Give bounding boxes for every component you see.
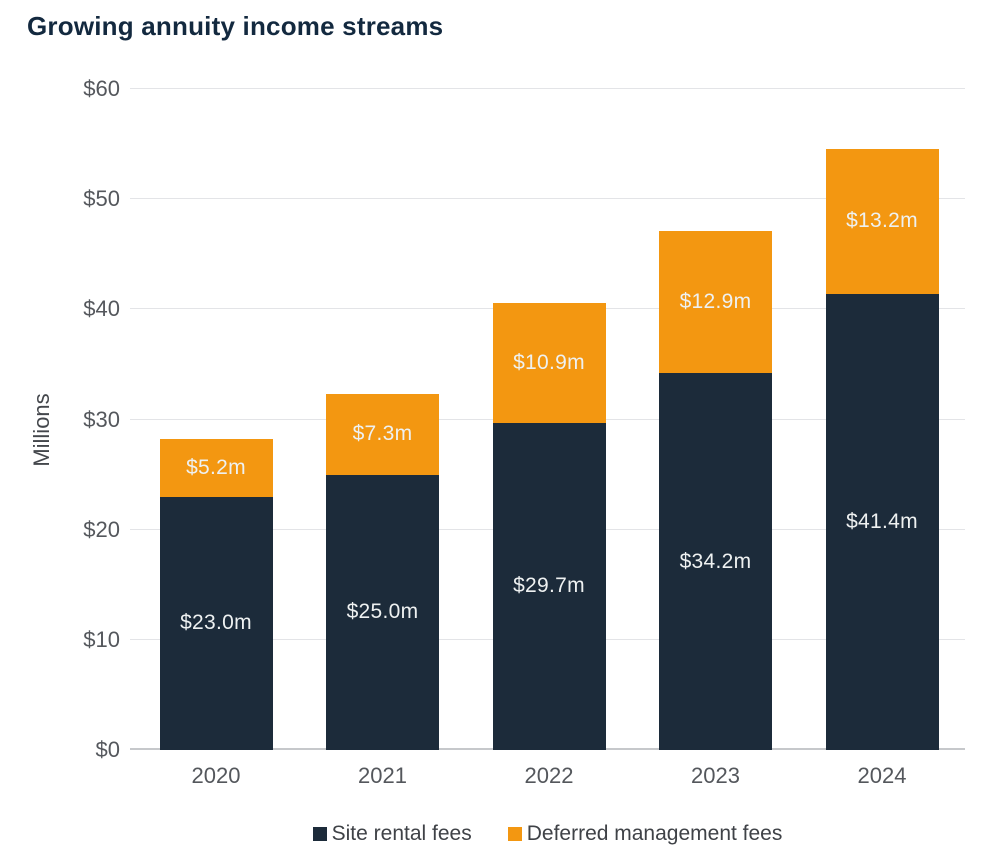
x-tick-label: 2020: [191, 763, 241, 788]
bar-value-label: $10.9m: [513, 350, 585, 374]
y-tick-label: $40: [83, 296, 120, 322]
x-axis: 2020 2021 2022 2023 2024: [130, 750, 965, 792]
bar-segment-deferred-management-fees: $13.2m: [825, 148, 939, 294]
bar-2023: $34.2m $12.9m: [659, 89, 772, 750]
bar-value-label: $34.2m: [679, 549, 752, 573]
bar-segment-site-rental-fees: $41.4m: [825, 293, 939, 750]
bar-value-label: $12.9m: [679, 290, 752, 314]
legend-item-deferred-management-fees: Deferred management fees: [507, 822, 783, 846]
x-tick-label: 2024: [857, 763, 907, 788]
y-axis: $0 $10 $20 $30 $40 $50 $60: [0, 77, 120, 762]
y-tick-label: $30: [83, 406, 120, 432]
bar-value-label: $7.3m: [352, 422, 413, 446]
gridline: [130, 198, 965, 200]
y-tick-label: $60: [83, 76, 120, 101]
bar-segment-site-rental-fees: $23.0m: [159, 496, 273, 750]
bar-2024: $41.4m $13.2m: [825, 89, 939, 750]
bar-value-label: $23.0m: [180, 611, 252, 635]
legend-swatch-icon: [507, 827, 522, 841]
y-tick-label: $20: [83, 516, 120, 542]
bar-segment-site-rental-fees: $29.7m: [492, 422, 606, 750]
y-tick-label: $10: [83, 626, 120, 652]
legend-swatch-icon: [312, 827, 327, 841]
bar-value-label: $41.4m: [846, 509, 918, 533]
bar-segment-deferred-management-fees: $10.9m: [492, 302, 606, 423]
y-tick-label: $50: [83, 186, 120, 212]
bar-2022: $29.7m $10.9m: [492, 89, 606, 750]
bar-value-label: $13.2m: [846, 209, 918, 233]
bar-2021: $25.0m $7.3m: [326, 89, 439, 750]
legend: Site rental fees Deferred management fees: [130, 822, 965, 846]
x-tick-label: 2022: [524, 763, 574, 788]
bar-segment-deferred-management-fees: $7.3m: [326, 394, 439, 475]
legend-item-site-rental-fees: Site rental fees: [312, 822, 472, 846]
bar-segment-site-rental-fees: $25.0m: [326, 474, 439, 750]
y-tick-label: $0: [95, 737, 120, 762]
legend-label: Deferred management fees: [526, 822, 783, 845]
gridline: [130, 88, 965, 89]
bar-segment-deferred-management-fees: $5.2m: [159, 439, 273, 497]
x-tick-label: 2021: [358, 763, 407, 788]
chart-title: Growing annuity income streams: [27, 11, 444, 41]
plot-area: $23.0m $5.2m $25.0m $7.3m $29.7m $10.9m $34.2m…: [130, 88, 965, 750]
x-tick-label: 2023: [691, 763, 740, 788]
bar-segment-deferred-management-fees: $12.9m: [659, 231, 772, 374]
legend-label: Site rental fees: [331, 822, 472, 845]
bar-2020: $23.0m $5.2m: [159, 89, 273, 750]
bar-value-label: $29.7m: [513, 574, 585, 598]
bar-value-label: $5.2m: [186, 455, 246, 479]
bar-value-label: $25.0m: [346, 600, 419, 624]
bar-segment-site-rental-fees: $34.2m: [659, 373, 772, 750]
